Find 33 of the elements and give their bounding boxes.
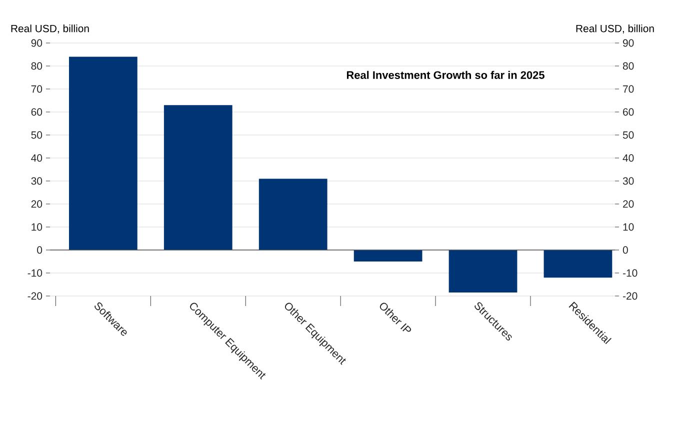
bar: [354, 250, 422, 262]
bar: [258, 178, 328, 250]
y-tick-label: 90: [31, 39, 42, 47]
y2-axis-title: Real USD, billion: [576, 24, 654, 34]
y2-tick-label: -10: [622, 269, 638, 277]
y-tick-label: -10: [28, 269, 42, 277]
y-tick-label: 50: [31, 131, 42, 139]
y2-tick-label: 30: [622, 177, 634, 185]
y2-tick-label: 90: [623, 39, 634, 47]
y2-tick-label: 60: [623, 108, 634, 116]
y2-tick-label: -20: [622, 292, 638, 300]
y2-tick-label: 50: [622, 131, 634, 139]
bar: [164, 105, 232, 250]
y2-tick-label: 10: [623, 223, 634, 231]
y2-tick-label: 80: [622, 62, 634, 70]
y2-tick-label: 40: [622, 154, 634, 162]
y-tick-label: 80: [31, 62, 42, 70]
y-tick-label: 0: [37, 246, 42, 254]
y-tick-label: 10: [32, 223, 42, 231]
y-tick-label: -20: [28, 292, 42, 300]
y2-tick-label: 20: [623, 200, 634, 208]
bar: [68, 56, 138, 250]
y-tick-label: 40: [31, 154, 42, 162]
bar: [544, 250, 612, 278]
bar: [448, 250, 518, 293]
y-tick-label: 30: [31, 177, 42, 185]
y-axis-title: Real USD, billion: [11, 24, 89, 34]
y2-tick-label: 0: [622, 246, 628, 254]
y-tick-label: 60: [31, 108, 42, 116]
text: Real Investment Growth so far in 2025: [346, 70, 544, 79]
y-tick-label: 70: [31, 85, 42, 93]
y-tick-label: 20: [31, 200, 42, 208]
y2-tick-label: 70: [623, 85, 634, 93]
